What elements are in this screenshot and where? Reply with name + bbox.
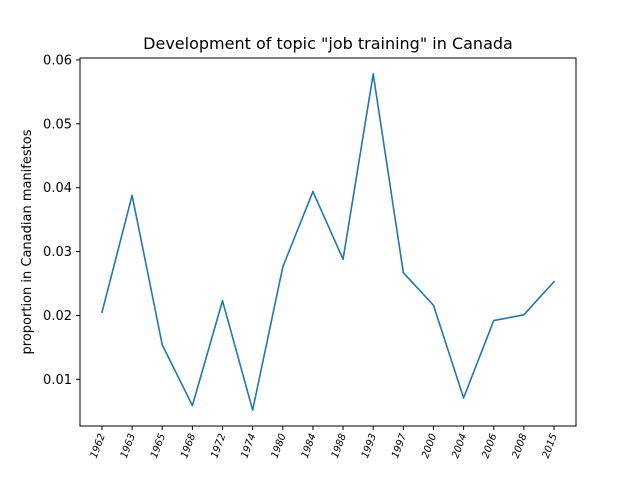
- chart-title: Development of topic "job training" in C…: [143, 34, 513, 53]
- data-point: [372, 73, 375, 75]
- data-point: [523, 314, 525, 316]
- y-tick-label: 0.01: [43, 373, 72, 388]
- data-point: [342, 258, 344, 261]
- axes-frame: [79, 57, 577, 427]
- y-tick-label: 0.03: [43, 245, 72, 260]
- data-point: [161, 344, 164, 346]
- data-point: [221, 299, 224, 302]
- y-axis-label: proportion in Canadian manifestos: [20, 129, 35, 354]
- data-point: [101, 311, 103, 314]
- data-point: [191, 404, 194, 407]
- data-point: [462, 397, 465, 399]
- data-point: [432, 304, 435, 307]
- data-point: [492, 319, 495, 322]
- y-tick-label: 0.04: [43, 181, 72, 196]
- data-point: [251, 409, 254, 411]
- data-point: [131, 194, 133, 197]
- data-point: [282, 266, 284, 268]
- series-line: [101, 73, 555, 411]
- data-point: [402, 271, 405, 274]
- data-point: [553, 280, 555, 283]
- y-tick-label: 0.05: [43, 117, 72, 132]
- y-tick-label: 0.06: [43, 53, 72, 68]
- data-point: [312, 190, 314, 193]
- y-tick-label: 0.02: [43, 309, 72, 324]
